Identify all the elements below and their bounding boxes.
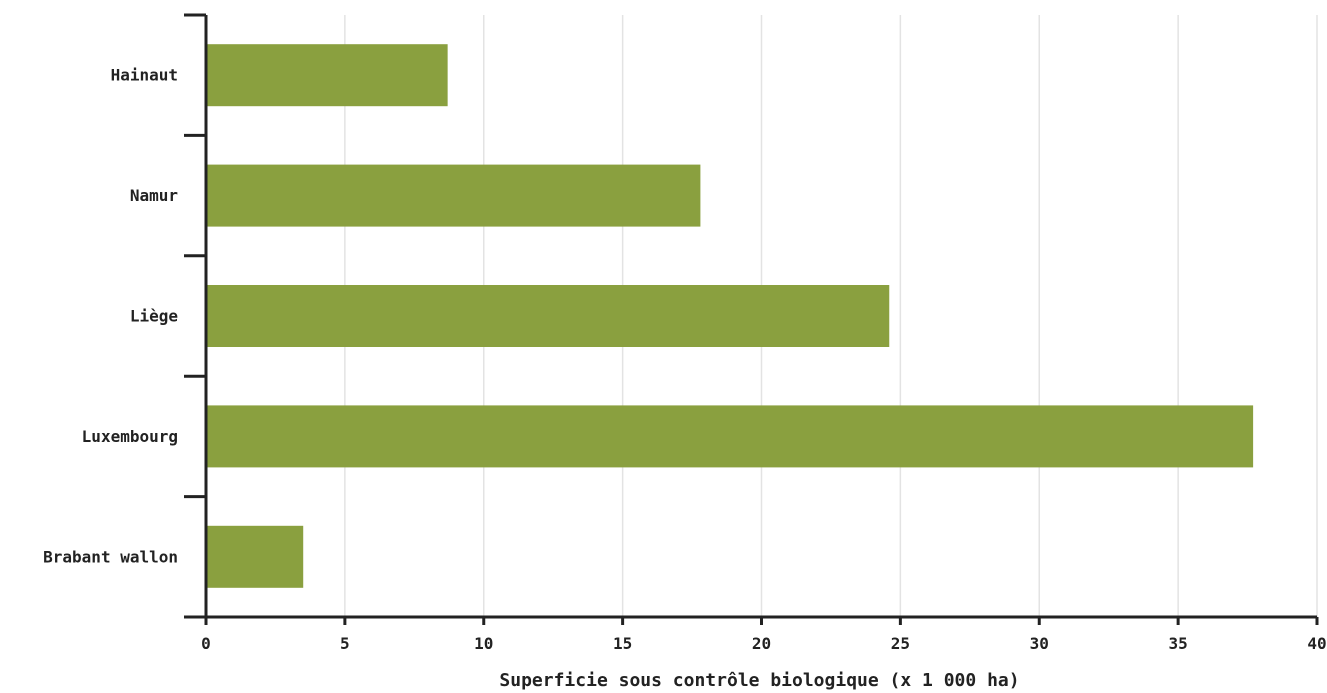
x-tick-label: 20 — [752, 634, 771, 653]
x-axis-title: Superficie sous contrôle biologique (x 1… — [499, 670, 1019, 691]
bar — [206, 164, 701, 227]
x-tick-label: 40 — [1307, 634, 1326, 653]
y-tick-label: Namur — [130, 186, 178, 205]
bar — [206, 285, 890, 347]
x-tick-label: 25 — [891, 634, 910, 653]
x-tick-label: 15 — [613, 634, 632, 653]
y-tick-label: Brabant wallon — [43, 547, 178, 566]
bars — [206, 44, 1254, 588]
x-tick-label: 35 — [1168, 634, 1187, 653]
x-axis-ticks: 0 5 10 15 20 25 30 35 40 — [201, 617, 1327, 653]
axes — [184, 15, 1317, 619]
bar — [206, 44, 448, 107]
y-tick-label: Liège — [130, 307, 178, 326]
y-axis-ticks: Hainaut Namur Liège Luxembourg Brabant wallo… — [43, 13, 206, 619]
y-tick-label: Hainaut — [111, 66, 178, 85]
bar — [206, 405, 1254, 468]
bar — [206, 525, 304, 588]
y-tick-label: Luxembourg — [82, 427, 178, 446]
x-tick-label: 0 — [201, 634, 211, 653]
x-tick-label: 30 — [1030, 634, 1049, 653]
x-tick-label: 10 — [474, 634, 493, 653]
x-tick-label: 5 — [340, 634, 350, 653]
